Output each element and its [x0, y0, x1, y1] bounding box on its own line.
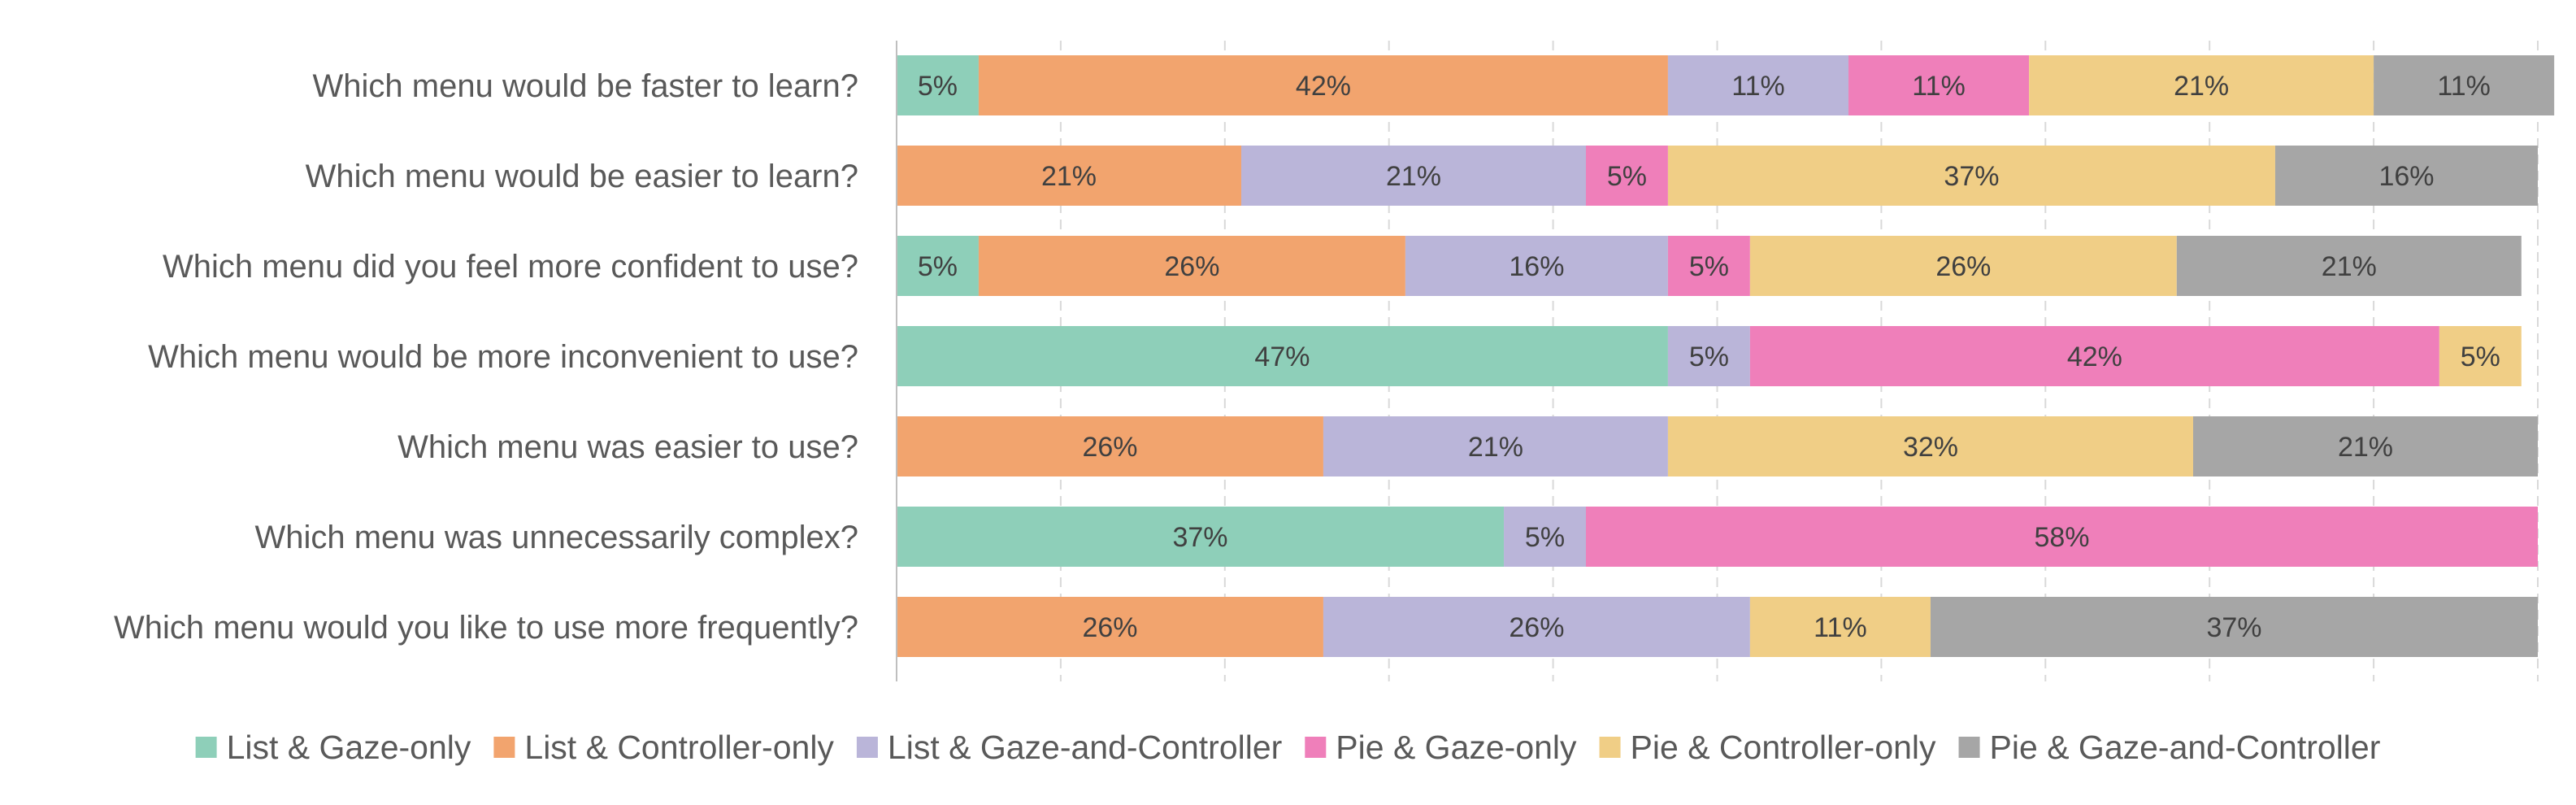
bar-segment — [1667, 236, 1750, 296]
data-label: 11% — [1731, 71, 1785, 102]
category-label: Which menu was unnecessarily complex? — [254, 520, 858, 555]
bar-segment — [1585, 507, 2538, 567]
legend-item: List & Controller-only — [493, 729, 834, 766]
legend-item: List & Gaze-only — [195, 729, 471, 766]
data-label: 47% — [1254, 342, 1310, 372]
bar-segment — [2193, 416, 2538, 476]
bar-segment — [897, 55, 979, 115]
category-label: Which menu would be easier to learn? — [306, 159, 858, 194]
data-label: 58% — [2034, 522, 2089, 553]
bar-segment — [897, 146, 1241, 206]
category-label: Which menu would be faster to learn? — [313, 68, 858, 104]
data-label: 32% — [1903, 432, 1958, 463]
data-label: 11% — [2437, 71, 2491, 102]
data-label: 21% — [2174, 71, 2229, 102]
data-label: 21% — [1386, 161, 1441, 192]
bar-segment — [897, 326, 1668, 386]
data-label: 5% — [1607, 161, 1647, 192]
legend-item: Pie & Gaze-and-Controller — [1958, 729, 2381, 766]
bar-segment — [2274, 146, 2538, 206]
legend-swatch — [1599, 737, 1621, 758]
bar-segments: 5% 42% 11% 11% 21% 11% 21% 21% 5% 37% 16% 5% 26% 16% 5… — [897, 55, 2555, 657]
data-label: 26% — [1935, 251, 1991, 282]
legend-label: Pie & Controller-only — [1631, 729, 1936, 766]
category-label: Which menu would be more inconvenient to… — [148, 339, 858, 375]
legend-swatch — [195, 737, 217, 758]
data-label: 5% — [1689, 342, 1729, 372]
bar-segment — [1667, 146, 2275, 206]
data-label: 26% — [1164, 251, 1219, 282]
bar-segment — [1848, 55, 2030, 115]
data-label: 21% — [2338, 432, 2393, 463]
legend-item: Pie & Gaze-only — [1305, 729, 1577, 766]
legend-item: List & Gaze-and-Controller — [856, 729, 1282, 766]
bar-segment — [897, 597, 1323, 657]
legend: List & Gaze-only List & Controller-only Li… — [195, 729, 2381, 766]
data-label: 5% — [1689, 251, 1729, 282]
category-label: Which menu was easier to use? — [397, 429, 858, 465]
bar-segment — [1323, 597, 1750, 657]
bar-segment — [1930, 597, 2538, 657]
data-label: 37% — [1944, 161, 1999, 192]
legend-label: List & Controller-only — [524, 729, 834, 766]
data-label: 37% — [1172, 522, 1227, 553]
data-label: 26% — [1082, 612, 1137, 643]
legend-swatch — [493, 737, 515, 758]
bar-segment — [1749, 326, 2439, 386]
bar-segment — [897, 416, 1323, 476]
data-label: 21% — [2322, 251, 2377, 282]
bar-segment — [897, 236, 979, 296]
data-label: 11% — [1912, 71, 1966, 102]
legend-swatch — [1305, 737, 1327, 758]
bar-segment — [2374, 55, 2555, 115]
data-label: 42% — [2067, 342, 2122, 372]
bar-segment — [1667, 326, 1750, 386]
data-label: 21% — [1041, 161, 1097, 192]
data-label: 5% — [2461, 342, 2500, 372]
legend-label: Pie & Gaze-only — [1336, 729, 1577, 766]
bar-segment — [978, 236, 1405, 296]
legend-label: Pie & Gaze-and-Controller — [1990, 729, 2381, 766]
data-label: 5% — [918, 71, 958, 102]
data-label: 26% — [1509, 612, 1564, 643]
bar-segment — [1749, 236, 2177, 296]
bar-segment — [1240, 146, 1586, 206]
bar-segment — [1667, 55, 1849, 115]
legend-swatch — [856, 737, 878, 758]
category-label: Which menu did you feel more confident t… — [163, 249, 858, 285]
category-label: Which menu would you like to use more fr… — [114, 610, 858, 646]
data-label: 26% — [1082, 432, 1137, 463]
data-label: 21% — [1468, 432, 1523, 463]
bar-segment — [1504, 507, 1586, 567]
category-labels: Which menu would be faster to learn? Whic… — [114, 68, 858, 646]
legend-swatch — [1958, 737, 1980, 758]
bar-segment — [978, 55, 1668, 115]
data-label: 5% — [1525, 522, 1565, 553]
bar-segment — [1585, 146, 1668, 206]
bar-segment — [1749, 597, 1931, 657]
bar-segment — [897, 507, 1505, 567]
data-label: 42% — [1296, 71, 1351, 102]
bar-segment — [1405, 236, 1668, 296]
legend-label: List & Gaze-and-Controller — [888, 729, 1282, 766]
data-label: 16% — [1509, 251, 1564, 282]
data-label: 16% — [2378, 161, 2434, 192]
bar-segment — [2439, 326, 2522, 386]
data-label: 37% — [2206, 612, 2261, 643]
bar-segment — [1323, 416, 1668, 476]
data-label: 5% — [918, 251, 958, 282]
bar-segment — [1667, 416, 2194, 476]
legend-label: List & Gaze-only — [227, 729, 471, 766]
bar-segment — [2029, 55, 2374, 115]
data-label: 11% — [1814, 612, 1867, 643]
bar-segment — [2176, 236, 2522, 296]
legend-item: Pie & Controller-only — [1599, 729, 1936, 766]
